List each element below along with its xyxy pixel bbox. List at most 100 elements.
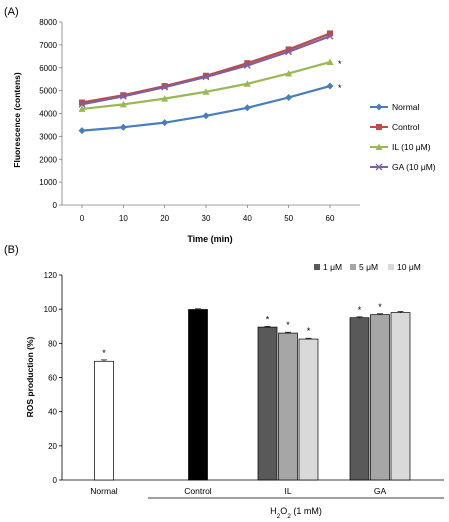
bar	[257, 326, 278, 481]
panel-a-y-tick-label: 4000	[39, 110, 57, 119]
legend-label: IL (10 μM)	[392, 142, 431, 152]
panel-b-label: (B)	[4, 244, 19, 256]
group-label: Control	[184, 486, 212, 496]
data-point	[285, 93, 293, 101]
panel-a-y-tick-label: 2000	[39, 155, 57, 164]
bar-group-normal: * Normal	[90, 348, 118, 496]
bar	[349, 317, 370, 481]
panel-b-y-tick-label: 80	[48, 339, 57, 348]
significance-star: *	[266, 314, 270, 324]
legend-label: Control	[392, 122, 420, 132]
bar	[278, 332, 298, 481]
data-point	[119, 100, 127, 108]
panel-b-y-tick-label: 60	[48, 374, 57, 383]
panel-a-x-axis-title: Time (min)	[187, 234, 232, 244]
data-point	[161, 95, 169, 102]
panel-a-y-tick-label: 8000	[39, 18, 57, 27]
significance-star: *	[338, 59, 342, 69]
significance-star: *	[338, 83, 342, 93]
legend-swatch	[314, 264, 320, 270]
panel-a-x-tick-label: 30	[202, 214, 211, 223]
legend-label: GA (10 μM)	[392, 162, 436, 172]
data-point	[285, 69, 293, 77]
data-point	[285, 46, 292, 53]
panel-a-legend: Normal Control IL (10 μM) GA (10 μM)	[370, 102, 436, 172]
panel-b-y-tick-label: 0	[53, 476, 58, 485]
subscript: 2	[287, 513, 291, 520]
data-point	[78, 105, 86, 112]
data-point	[78, 100, 86, 108]
data-point	[119, 92, 127, 100]
legend-swatch	[388, 264, 394, 270]
panel-a-x-tick-label: 20	[160, 214, 169, 223]
legend-marker	[375, 103, 383, 111]
series-control	[79, 30, 333, 106]
legend-label: 5 μM	[359, 262, 378, 272]
panel-a-x-tick-label: 40	[243, 214, 252, 223]
legend-marker	[376, 124, 382, 130]
panel-a-y-tick-label: 5000	[39, 87, 57, 96]
legend-entry: 5 μM	[350, 262, 378, 272]
panel-a-x-tick-label: 0	[80, 214, 85, 223]
data-point	[120, 92, 127, 99]
panel-a-y-tick-label: 7000	[39, 41, 57, 50]
legend-entry: 1 μM	[314, 262, 342, 272]
panel-b-legend: 1 μM 5 μM 10 μM	[314, 262, 421, 272]
significance-star: *	[307, 326, 311, 336]
panel-a-label: (A)	[4, 6, 19, 18]
bar	[370, 314, 390, 481]
h2o2-treatment-label: H2O2 (1 mM)	[270, 506, 322, 520]
data-point	[244, 60, 251, 67]
panel-b-y-axis-title: ROS production (%)	[25, 336, 35, 417]
data-point	[202, 112, 210, 120]
significance-star: *	[378, 302, 382, 312]
series-line	[81, 60, 331, 111]
bar	[390, 312, 411, 481]
data-point	[243, 62, 251, 69]
panel-a-series: **	[78, 30, 342, 135]
group-label: Normal	[90, 486, 118, 496]
panel-a-y-tick-label: 0	[53, 201, 58, 210]
bar-group-il: * * * IL	[257, 314, 319, 496]
legend-swatch	[350, 264, 356, 270]
legend-marker	[375, 143, 383, 150]
data-point	[119, 123, 127, 131]
data-point	[285, 48, 293, 56]
significance-star: *	[102, 348, 106, 358]
legend-label: 10 μM	[397, 262, 421, 272]
data-point	[79, 99, 85, 106]
legend-entry: IL (10 μM)	[370, 142, 431, 152]
panel-a-axes: 0 1000 2000 3000 4000 5000 6000 7000 8000 0 10 20 30…	[39, 18, 360, 223]
legend-label: Normal	[392, 102, 420, 112]
series-ga	[78, 32, 334, 108]
data-point	[243, 80, 251, 87]
panel-b-y-tick-label: 20	[48, 442, 57, 451]
legend-marker	[375, 163, 383, 171]
data-point	[161, 83, 168, 90]
data-point	[161, 83, 169, 91]
data-point	[161, 119, 169, 127]
data-point	[326, 32, 334, 40]
panel-a-y-tick-label: 3000	[39, 132, 57, 141]
legend-entry: 10 μM	[388, 262, 421, 272]
panel-a-line-chart: (A) 0 1000 2000 3000 4000 5000 6000 7000 8000 0 10…	[4, 6, 436, 244]
legend-label: 1 μM	[323, 262, 342, 272]
panel-a-x-tick-label: 60	[326, 214, 335, 223]
data-point	[78, 127, 86, 135]
legend-entry: GA (10 μM)	[370, 162, 436, 172]
panel-b-bars: * Normal Control * * * IL * * GA	[90, 302, 411, 496]
group-label: GA	[374, 486, 387, 496]
group-label: IL	[284, 486, 291, 496]
data-point	[203, 72, 209, 79]
legend-entry: Control	[370, 122, 420, 132]
series-normal: *	[78, 82, 342, 135]
significance-star: *	[358, 305, 362, 315]
panel-a-y-tick-label: 1000	[39, 178, 57, 187]
panel-a-y-tick-label: 6000	[39, 64, 57, 73]
panel-b-y-tick-label: 120	[44, 271, 58, 280]
bar-group-control: Control	[184, 308, 212, 496]
bar	[188, 309, 208, 481]
data-point	[202, 73, 210, 81]
